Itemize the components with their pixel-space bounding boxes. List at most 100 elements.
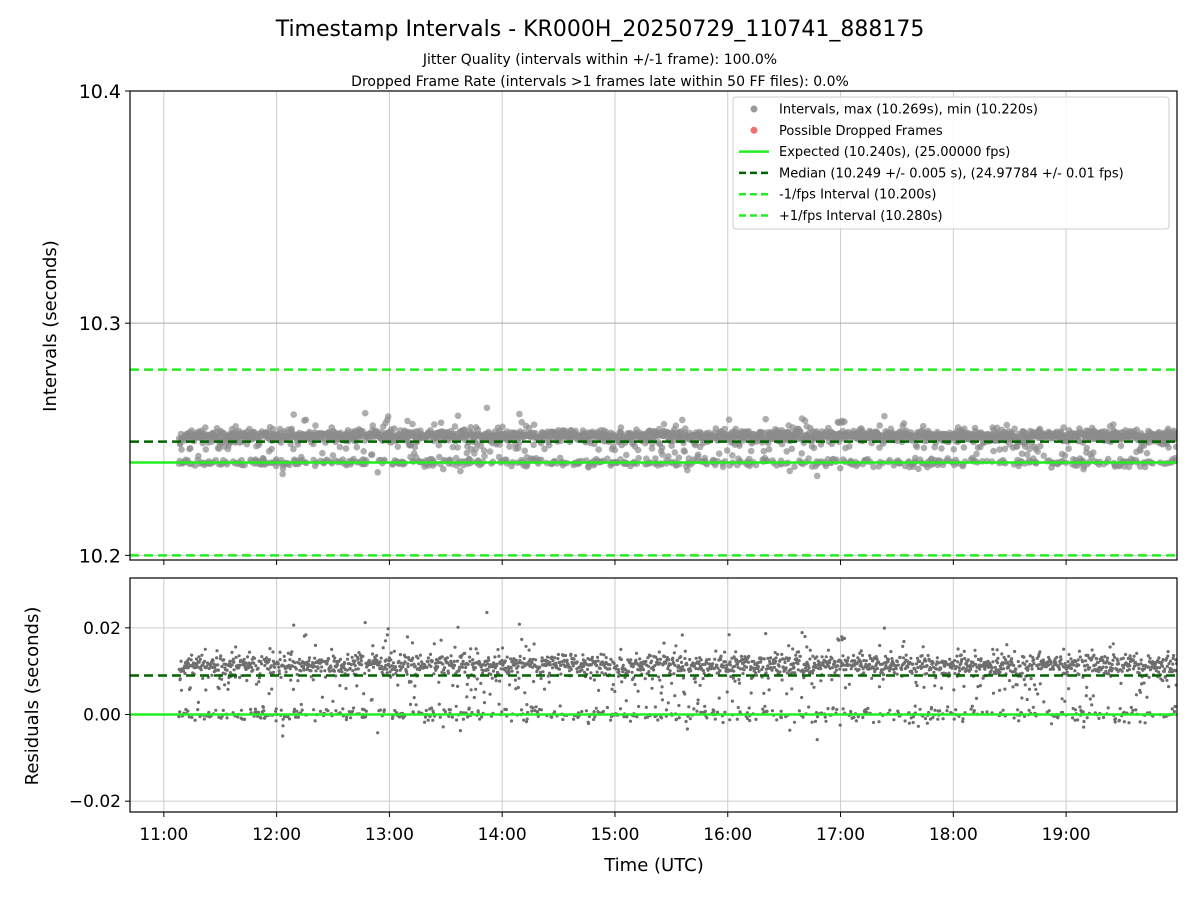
interval-point bbox=[900, 420, 908, 427]
residual-point bbox=[522, 718, 526, 722]
residual-point bbox=[514, 687, 518, 691]
residual-point bbox=[658, 678, 662, 682]
residual-point bbox=[200, 653, 204, 657]
residual-point bbox=[292, 707, 297, 712]
residual-point bbox=[1007, 654, 1011, 658]
residual-point bbox=[327, 657, 331, 661]
residual-point bbox=[517, 676, 521, 680]
residual-point bbox=[509, 666, 513, 670]
residual-point bbox=[962, 649, 966, 654]
residual-point bbox=[728, 663, 732, 667]
residual-point bbox=[332, 669, 337, 673]
residual-point bbox=[787, 644, 791, 648]
interval-point bbox=[920, 444, 928, 452]
interval-point bbox=[506, 443, 513, 450]
residual-point bbox=[500, 658, 504, 663]
residual-point bbox=[859, 649, 863, 653]
residual-point bbox=[385, 667, 389, 671]
residual-point bbox=[791, 647, 795, 651]
residual-point bbox=[925, 721, 930, 725]
interval-point bbox=[404, 417, 411, 425]
residual-point bbox=[683, 649, 687, 653]
residual-point bbox=[423, 720, 427, 724]
residual-point bbox=[467, 706, 471, 710]
residual-point bbox=[450, 715, 454, 719]
residual-point bbox=[614, 667, 618, 671]
residual-point bbox=[1016, 659, 1020, 664]
residual-point bbox=[445, 656, 449, 660]
residual-point bbox=[441, 725, 445, 729]
residual-point bbox=[652, 668, 656, 672]
residual-point bbox=[582, 664, 586, 668]
interval-point bbox=[232, 423, 239, 430]
residual-point bbox=[813, 663, 817, 667]
residual-point bbox=[744, 665, 749, 669]
residual-point bbox=[486, 668, 490, 672]
residual-point bbox=[715, 663, 719, 668]
interval-point bbox=[530, 441, 537, 449]
interval-point bbox=[719, 463, 727, 471]
residual-point bbox=[784, 715, 788, 719]
residual-point bbox=[190, 715, 194, 720]
residual-point bbox=[979, 657, 983, 661]
residual-point bbox=[664, 708, 669, 712]
interval-point bbox=[1164, 425, 1172, 433]
residual-point bbox=[673, 694, 677, 698]
residual-point bbox=[658, 661, 662, 665]
residual-point bbox=[798, 654, 802, 659]
residual-point bbox=[666, 667, 670, 671]
residual-point bbox=[769, 666, 774, 670]
residual-point bbox=[436, 660, 440, 664]
residual-point bbox=[891, 661, 895, 665]
residual-point bbox=[633, 682, 637, 687]
residual-point bbox=[683, 692, 687, 696]
residual-point bbox=[1062, 647, 1066, 651]
residual-point bbox=[585, 667, 590, 672]
residual-point bbox=[671, 656, 675, 660]
residual-point bbox=[841, 654, 845, 658]
residual-point bbox=[621, 663, 625, 667]
residual-point bbox=[547, 680, 551, 684]
residual-point bbox=[1074, 659, 1078, 664]
residual-point bbox=[561, 717, 565, 722]
residual-point bbox=[995, 648, 999, 652]
residual-point bbox=[1077, 663, 1081, 667]
residual-point bbox=[723, 710, 727, 714]
residual-point bbox=[254, 682, 259, 686]
residual-point bbox=[1055, 655, 1059, 659]
residual-point bbox=[430, 659, 434, 663]
residual-point bbox=[1030, 664, 1034, 668]
residual-point bbox=[922, 665, 926, 669]
interval-point bbox=[279, 470, 287, 478]
residual-point bbox=[878, 643, 882, 648]
residual-point bbox=[572, 657, 576, 661]
residual-point bbox=[560, 660, 564, 664]
residual-point bbox=[466, 676, 470, 680]
residual-point bbox=[189, 658, 193, 662]
residual-point bbox=[703, 704, 707, 709]
residual-point bbox=[929, 705, 934, 710]
interval-point bbox=[876, 422, 883, 429]
residual-point bbox=[807, 705, 811, 709]
residual-point bbox=[408, 702, 413, 707]
interval-point bbox=[913, 443, 921, 451]
residual-point bbox=[1046, 663, 1050, 667]
residual-point bbox=[824, 719, 828, 723]
residual-point bbox=[719, 657, 723, 662]
residual-point bbox=[774, 659, 778, 664]
residual-point bbox=[1030, 667, 1034, 671]
residual-point bbox=[350, 655, 354, 659]
residual-point bbox=[775, 718, 779, 722]
residual-point bbox=[696, 667, 701, 671]
residual-point bbox=[658, 657, 663, 661]
residual-point bbox=[1038, 650, 1042, 654]
residual-point bbox=[220, 677, 224, 681]
residual-point bbox=[391, 673, 395, 677]
residual-point bbox=[1085, 685, 1089, 690]
residual-point bbox=[452, 659, 456, 664]
residual-point bbox=[393, 708, 397, 713]
residual-point bbox=[1029, 677, 1033, 681]
residual-point bbox=[936, 717, 940, 721]
residual-point bbox=[641, 668, 646, 672]
interval-point bbox=[361, 409, 369, 417]
